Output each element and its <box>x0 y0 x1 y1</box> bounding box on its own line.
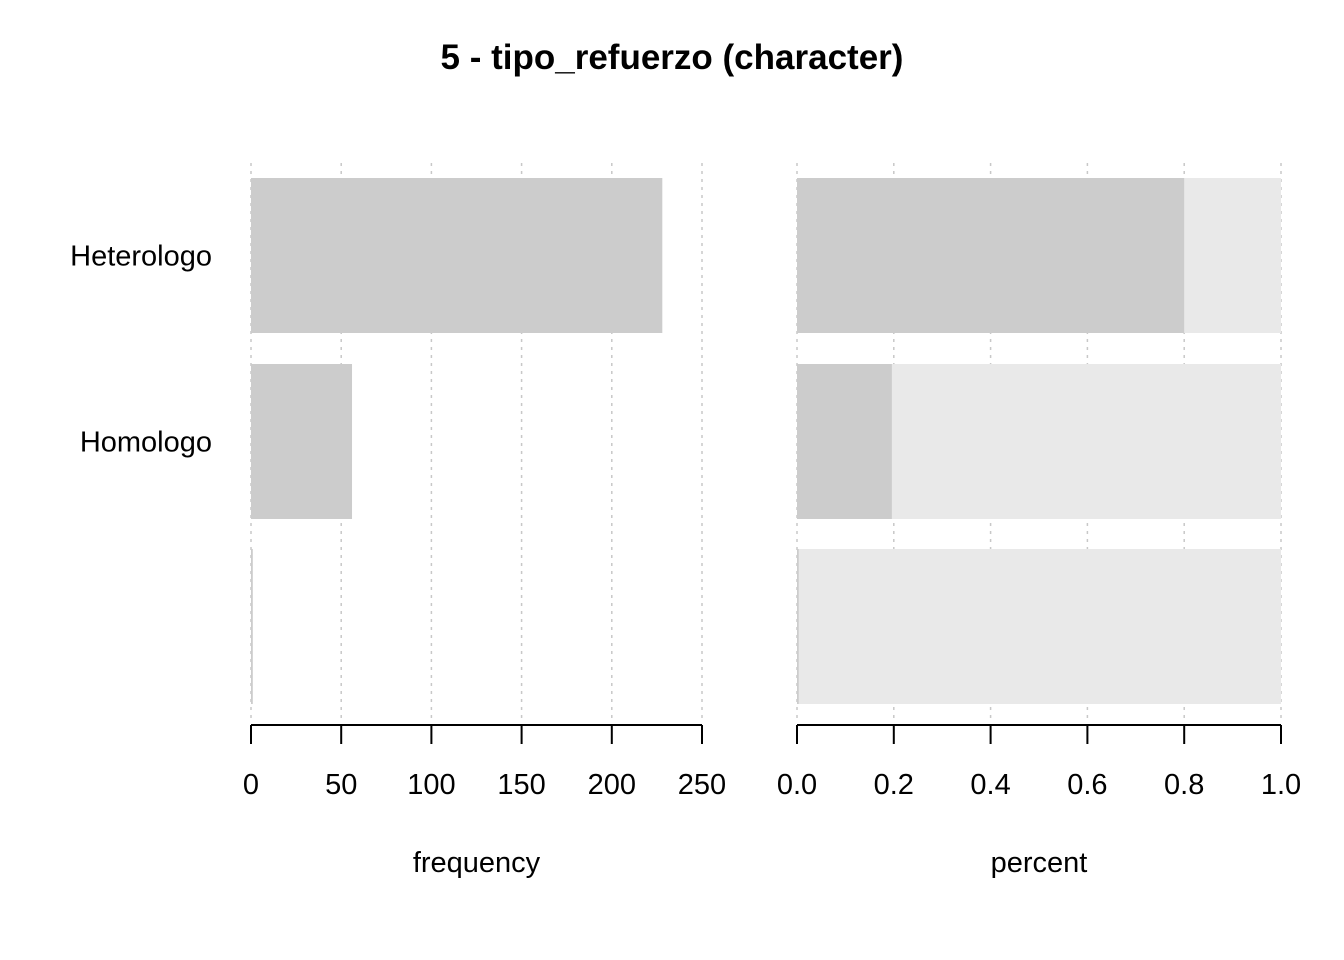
x-tick-label: 0.8 <box>1164 769 1204 801</box>
bar <box>797 549 799 704</box>
chart-title: 5 - tipo_refuerzo (character) <box>440 38 904 77</box>
category-label: Heterologo <box>70 241 212 273</box>
bar <box>797 178 1185 333</box>
x-axis-title: frequency <box>413 847 541 879</box>
x-tick-label: 200 <box>588 769 636 801</box>
x-tick-label: 0 <box>243 769 259 801</box>
bar-remainder <box>797 549 1281 704</box>
bar <box>251 549 253 704</box>
x-tick-label: 0.6 <box>1067 769 1107 801</box>
x-tick-label: 1.0 <box>1261 769 1301 801</box>
category-label: Homologo <box>80 427 212 459</box>
x-tick-label: 150 <box>497 769 545 801</box>
bar <box>251 364 353 519</box>
x-tick-label: 100 <box>407 769 455 801</box>
x-tick-label: 50 <box>325 769 357 801</box>
x-tick-label: 250 <box>678 769 726 801</box>
x-tick-label: 0.0 <box>777 769 817 801</box>
bar <box>251 178 663 333</box>
x-tick-label: 0.4 <box>970 769 1010 801</box>
x-tick-label: 0.2 <box>874 769 914 801</box>
x-axis-title: percent <box>991 847 1088 879</box>
bar <box>797 364 892 519</box>
